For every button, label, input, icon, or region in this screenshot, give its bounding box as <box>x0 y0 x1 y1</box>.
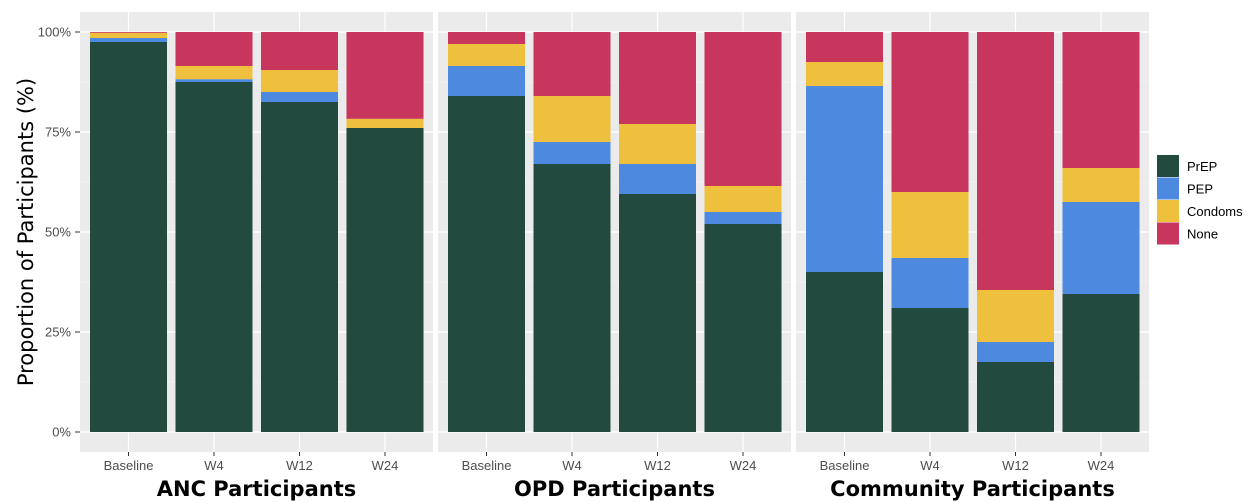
panel-title: Community Participants <box>830 477 1115 501</box>
bar-segment-pep-w24 <box>704 212 782 224</box>
x-tick-label: W12 <box>1002 458 1029 473</box>
bar-segment-none-w4 <box>891 32 969 192</box>
bar-segment-condoms-w12 <box>619 124 696 164</box>
legend-label-pep: PEP <box>1187 182 1213 197</box>
x-tick-label: W24 <box>730 458 757 473</box>
bar-segment-prep-baseline <box>806 272 883 432</box>
bar-segment-prep-w24 <box>1062 294 1140 432</box>
legend-swatch-pep <box>1157 177 1179 200</box>
x-tick-label: W12 <box>644 458 671 473</box>
bar-segment-pep-w12 <box>619 164 696 194</box>
y-axis-title: Proportion of Participants (%) <box>14 78 38 386</box>
y-tick-label: 25% <box>45 325 71 340</box>
bar-segment-pep-w4 <box>891 258 969 308</box>
bar-segment-prep-w4 <box>175 82 253 432</box>
bar-segment-none-w12 <box>977 32 1054 290</box>
bar-segment-none-w4 <box>175 32 253 66</box>
panel-title: ANC Participants <box>157 477 356 501</box>
bar-segment-pep-baseline <box>448 66 525 96</box>
x-tick-label: W24 <box>372 458 399 473</box>
bar-segment-condoms-w24 <box>1062 168 1140 202</box>
bar-segment-prep-baseline <box>90 42 167 432</box>
bar-segment-condoms-w12 <box>261 70 338 92</box>
bar-segment-condoms-w4 <box>891 192 969 258</box>
x-tick-label: Baseline <box>462 458 512 473</box>
bar-segment-prep-w24 <box>346 128 424 432</box>
y-tick-label: 75% <box>45 125 71 140</box>
y-tick-label: 50% <box>45 225 71 240</box>
legend-label-none: None <box>1187 227 1218 242</box>
bar-segment-pep-w4 <box>533 142 611 164</box>
bar-segment-condoms-w24 <box>346 118 424 128</box>
bar-segment-condoms-w12 <box>977 290 1054 342</box>
bar-segment-prep-w12 <box>977 362 1054 432</box>
x-tick-label: Baseline <box>104 458 154 473</box>
bar-segment-prep-w12 <box>619 194 696 432</box>
bar-segment-none-baseline <box>448 32 525 44</box>
bar-segment-none-baseline <box>806 32 883 62</box>
legend-label-prep: PrEP <box>1187 159 1217 174</box>
bar-segment-pep-w12 <box>261 92 338 102</box>
bar-segment-pep-baseline <box>90 38 167 42</box>
y-tick-label: 0% <box>52 425 71 440</box>
x-tick-label: W4 <box>920 458 940 473</box>
bar-segment-prep-w24 <box>704 224 782 432</box>
bar-segment-none-w12 <box>261 32 338 70</box>
x-tick-label: W24 <box>1088 458 1115 473</box>
bar-segment-none-w24 <box>704 32 782 186</box>
bar-segment-none-w12 <box>619 32 696 124</box>
bar-segment-pep-w4 <box>175 79 253 82</box>
bar-segment-prep-w4 <box>891 308 969 432</box>
legend-swatch-none <box>1157 222 1179 245</box>
bar-segment-pep-baseline <box>806 86 883 272</box>
x-tick-label: Baseline <box>820 458 870 473</box>
bar-segment-prep-w4 <box>533 164 611 432</box>
legend-label-condoms: Condoms <box>1187 204 1243 219</box>
bar-segment-condoms-w4 <box>175 66 253 80</box>
bar-segment-condoms-baseline <box>90 32 167 38</box>
bar-segment-condoms-baseline <box>806 62 883 86</box>
bar-segment-pep-w12 <box>977 342 1054 362</box>
bar-segment-none-w24 <box>1062 32 1140 168</box>
panel-title: OPD Participants <box>514 477 715 501</box>
x-tick-label: W4 <box>204 458 224 473</box>
bar-segment-condoms-w24 <box>704 186 782 212</box>
bar-segment-none-w24 <box>346 32 424 119</box>
bar-segment-pep-w24 <box>1062 202 1140 294</box>
bar-segment-none-w4 <box>533 32 611 96</box>
bar-segment-condoms-w4 <box>533 96 611 142</box>
y-tick-label: 100% <box>38 25 72 40</box>
legend-swatch-prep <box>1157 155 1179 177</box>
x-tick-label: W4 <box>562 458 582 473</box>
bar-segment-none-baseline <box>90 32 167 33</box>
x-tick-label: W12 <box>286 458 313 473</box>
bar-segment-condoms-baseline <box>448 44 525 66</box>
bar-segment-prep-w12 <box>261 102 338 432</box>
bar-segment-prep-baseline <box>448 96 525 432</box>
legend-swatch-condoms <box>1157 200 1179 222</box>
